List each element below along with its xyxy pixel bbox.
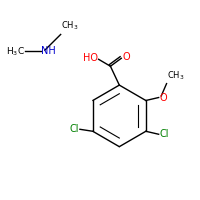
Text: CH$_3$: CH$_3$ bbox=[61, 20, 79, 32]
Text: Cl: Cl bbox=[159, 129, 169, 139]
Text: O: O bbox=[123, 52, 130, 62]
Text: NH: NH bbox=[41, 46, 56, 56]
Text: HO: HO bbox=[83, 53, 98, 63]
Text: Cl: Cl bbox=[70, 124, 79, 134]
Text: CH$_3$: CH$_3$ bbox=[167, 70, 185, 82]
Text: O: O bbox=[159, 93, 167, 103]
Text: H$_3$C: H$_3$C bbox=[6, 45, 25, 58]
